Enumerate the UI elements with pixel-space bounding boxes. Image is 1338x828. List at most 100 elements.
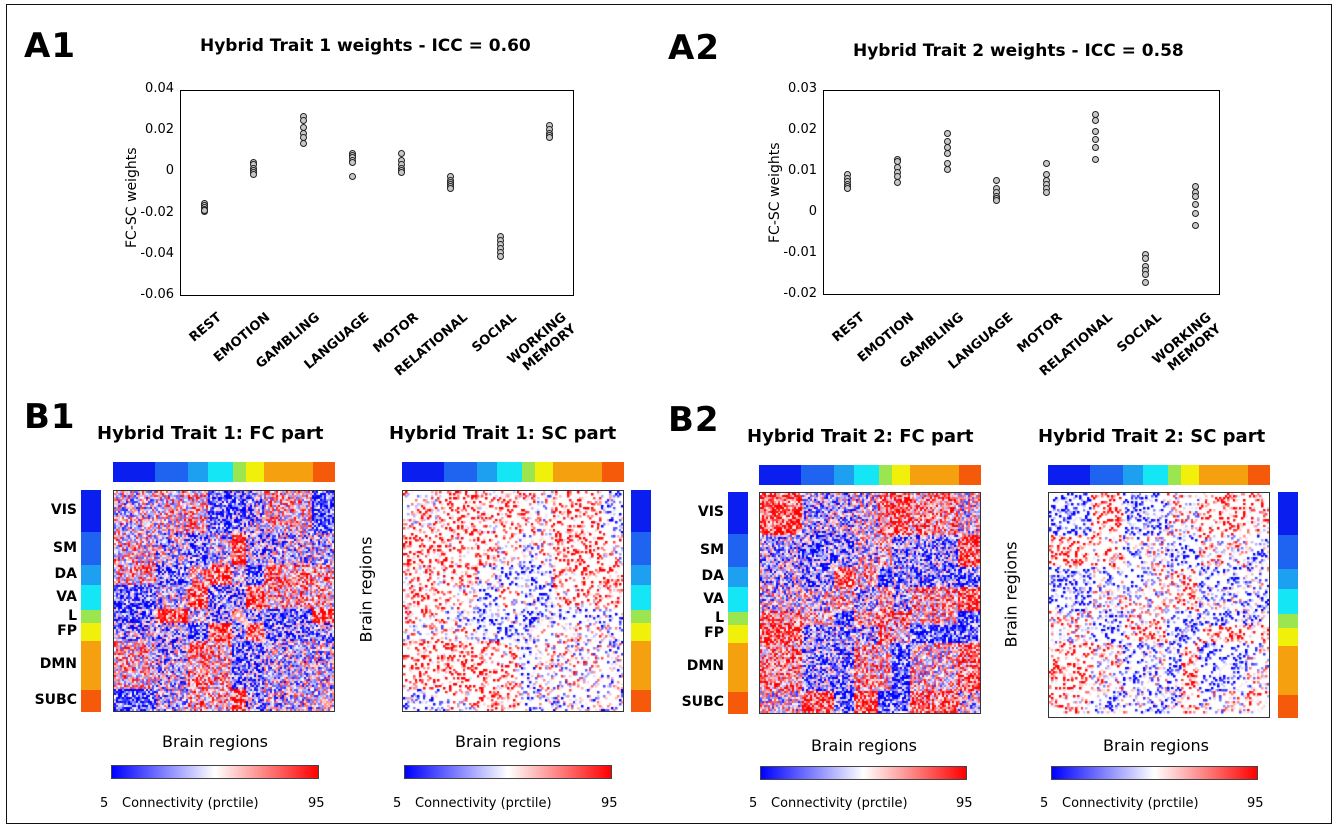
network-bar-top (402, 462, 624, 482)
network-label: VA (703, 590, 724, 607)
network-segment (402, 462, 445, 482)
network-segment (1278, 645, 1298, 696)
network-label: DA (701, 568, 724, 585)
y-tick-label: 0.02 (788, 122, 817, 137)
data-point (447, 185, 455, 193)
colorbar-min: 5 (1040, 796, 1049, 811)
network-segment (1278, 534, 1298, 569)
ylabel-a1: FC-SC weights (124, 147, 140, 249)
data-point (993, 197, 1001, 205)
colorbar-min: 5 (393, 796, 402, 811)
network-segment (81, 623, 101, 641)
network-segment (1278, 627, 1298, 646)
data-point (545, 133, 553, 141)
matrix-heatmap (760, 493, 980, 713)
network-segment (1123, 465, 1144, 485)
plot-area-a2 (823, 90, 1220, 295)
chart-title-a1: Hybrid Trait 1 weights - ICC = 0.60 (200, 36, 531, 56)
y-tick-label: 0.04 (145, 81, 174, 96)
network-label: FP (704, 625, 724, 642)
network-segment (1278, 589, 1298, 615)
matrix-xlabel: Brain regions (1103, 736, 1209, 755)
network-segment (631, 609, 651, 624)
y-tick-label: -0.02 (783, 286, 817, 301)
data-point (1142, 279, 1150, 287)
colorbar-label: Connectivity (prctile) (771, 796, 908, 811)
network-label: VA (56, 588, 77, 605)
network-segment (892, 465, 910, 485)
network-segment (1090, 465, 1124, 485)
data-point (943, 166, 951, 174)
colorbar (111, 765, 319, 779)
network-label: VIS (50, 502, 77, 519)
matrix-xlabel: Brain regions (162, 732, 268, 751)
data-point (348, 173, 356, 181)
network-segment (834, 465, 855, 485)
matrix-title: Hybrid Trait 2: FC part (747, 426, 974, 447)
network-segment (1278, 614, 1298, 628)
matrix-ylabel: Brain regions (1001, 541, 1021, 648)
data-point (1092, 127, 1100, 135)
data-point (1092, 135, 1100, 143)
network-segment (728, 625, 748, 643)
network-segment (958, 465, 981, 485)
network-label: DMN (686, 658, 724, 675)
network-bar-side (81, 490, 101, 712)
network-segment (113, 462, 156, 482)
network-segment (246, 462, 264, 482)
network-segment (1143, 465, 1168, 485)
data-point (299, 140, 307, 148)
network-segment (728, 492, 748, 535)
network-segment (631, 585, 651, 610)
network-segment (1247, 465, 1270, 485)
network-segment (81, 565, 101, 586)
y-tick-label: 0.01 (788, 163, 817, 178)
connectivity-matrix (1048, 492, 1270, 718)
network-segment (535, 462, 553, 482)
y-tick-label: -0.04 (140, 245, 174, 261)
data-point (1142, 271, 1150, 278)
network-segment (728, 642, 748, 692)
colorbar (760, 766, 967, 780)
network-segment (1167, 465, 1182, 485)
network-bar-side (728, 492, 748, 714)
data-point (496, 253, 504, 261)
matrix-title: Hybrid Trait 2: SC part (1038, 426, 1266, 447)
network-bar-side (1278, 492, 1298, 718)
network-label: VIS (697, 504, 724, 521)
network-segment (81, 609, 101, 624)
network-segment (81, 585, 101, 610)
colorbar-max: 95 (1247, 796, 1264, 811)
panel-label-a1: A1 (24, 26, 76, 66)
network-label: SUBC (681, 693, 724, 710)
network-segment (631, 565, 651, 586)
network-label: DA (54, 566, 77, 583)
y-tick-label: -0.01 (783, 245, 817, 260)
data-point (398, 168, 406, 176)
matrix-heatmap (403, 491, 623, 711)
data-point (1092, 117, 1100, 125)
data-point (1191, 201, 1199, 209)
network-segment (631, 490, 651, 533)
network-segment (521, 462, 536, 482)
network-segment (801, 465, 835, 485)
network-label: SM (699, 541, 724, 558)
network-bar-top (759, 465, 981, 485)
data-point (1191, 221, 1199, 229)
colorbar-label: Connectivity (prctile) (1062, 796, 1199, 811)
y-tick-label: 0 (808, 204, 817, 219)
data-point (201, 207, 209, 214)
network-segment (81, 532, 101, 566)
network-segment (728, 691, 748, 714)
figure-frame (6, 4, 1332, 824)
colorbar-max: 95 (956, 796, 973, 811)
colorbar (404, 765, 612, 779)
data-point (1042, 189, 1050, 196)
network-bar-side (631, 490, 651, 712)
y-tick-label: -0.02 (140, 204, 174, 220)
data-point (1142, 254, 1150, 262)
network-label: DMN (39, 656, 77, 673)
network-segment (263, 462, 313, 482)
network-segment (497, 462, 522, 482)
network-segment (728, 587, 748, 612)
